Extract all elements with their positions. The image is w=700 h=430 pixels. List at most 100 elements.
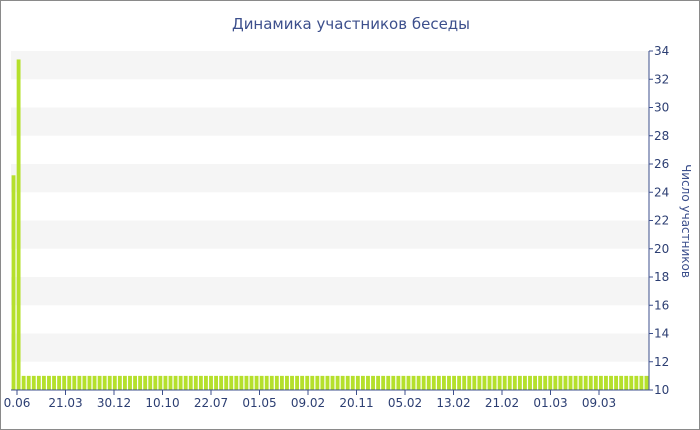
bar — [452, 375, 456, 390]
bar — [553, 375, 558, 390]
bar — [112, 375, 117, 390]
x-tick-label: 05.02 — [388, 396, 422, 410]
bar — [609, 375, 613, 390]
bar — [290, 375, 294, 390]
x-tick-label: 01.03 — [533, 396, 567, 410]
bar — [411, 375, 416, 390]
bar — [401, 375, 406, 390]
bar — [593, 375, 598, 390]
bar — [269, 375, 274, 390]
bar — [36, 375, 41, 390]
bar — [376, 375, 381, 390]
x-tick-label: 22.07 — [194, 396, 228, 410]
bar — [578, 375, 583, 390]
bar — [371, 375, 375, 390]
bar — [497, 375, 502, 390]
bar — [573, 375, 578, 390]
bar — [457, 375, 462, 390]
bar — [523, 375, 527, 390]
x-tick-label: 01.05 — [242, 396, 276, 410]
bar — [148, 375, 153, 390]
bar — [482, 375, 487, 390]
bar — [507, 375, 512, 390]
x-axis-ticks: 0.06 21.03 30.12 10.10 22.07 01.05 09.02 20.11 0… — [4, 390, 616, 410]
x-tick-label: 09.02 — [291, 396, 325, 410]
bar — [366, 375, 370, 390]
y-tick-label: 20 — [654, 242, 669, 256]
bar — [224, 375, 229, 390]
grid-band — [11, 333, 649, 362]
bar — [340, 375, 345, 390]
bar — [325, 375, 330, 390]
bar — [467, 375, 472, 390]
bar — [447, 375, 451, 390]
bar — [441, 375, 446, 390]
y-tick-label: 32 — [654, 72, 669, 86]
grid-band — [11, 51, 649, 80]
bar — [381, 375, 386, 390]
bar — [274, 375, 279, 390]
bar — [472, 375, 477, 390]
bar — [345, 375, 350, 390]
x-tick-label: 21.02 — [485, 396, 519, 410]
bar — [239, 375, 244, 390]
bar — [360, 375, 365, 390]
bar — [330, 375, 335, 390]
bar — [128, 375, 132, 390]
bar — [219, 375, 224, 390]
bar — [558, 375, 563, 390]
x-tick-label: 30.12 — [97, 396, 131, 410]
bar — [431, 375, 436, 390]
y-axis-label: Число участников — [679, 164, 693, 278]
y-tick-label: 24 — [654, 185, 669, 199]
grid-band — [11, 277, 649, 306]
bar — [92, 375, 97, 390]
bar — [629, 375, 634, 390]
bar — [300, 375, 305, 390]
bar — [588, 375, 593, 390]
bar — [143, 375, 148, 390]
bar — [249, 375, 254, 390]
bar — [62, 375, 67, 390]
y-tick-label: 22 — [654, 214, 669, 228]
bar — [67, 375, 72, 390]
bar — [639, 375, 644, 390]
bar — [254, 375, 259, 390]
bar — [386, 375, 391, 390]
bar — [183, 375, 188, 390]
bar — [335, 375, 340, 390]
y-tick-label: 16 — [654, 298, 669, 312]
bar — [538, 375, 543, 390]
bar — [26, 375, 31, 390]
x-tick-label: 21.03 — [48, 396, 82, 410]
bar — [533, 375, 538, 390]
bar — [477, 375, 482, 390]
y-tick-label: 30 — [654, 101, 669, 115]
grid-band — [11, 164, 649, 193]
bar — [487, 375, 492, 390]
bar — [214, 375, 219, 390]
bar — [133, 375, 137, 390]
bar — [259, 375, 264, 390]
bar-series — [11, 59, 649, 390]
bar — [634, 375, 639, 390]
bar — [624, 375, 629, 390]
bar — [52, 375, 56, 390]
bar — [102, 375, 107, 390]
bar — [57, 375, 62, 390]
bar — [320, 375, 325, 390]
bar — [517, 375, 522, 390]
bar — [528, 375, 532, 390]
bar — [244, 375, 249, 390]
x-tick-label: 13.02 — [436, 396, 470, 410]
grid-band — [11, 220, 649, 249]
bar — [350, 375, 355, 390]
bar — [158, 375, 163, 390]
bar — [117, 375, 122, 390]
bar — [396, 375, 401, 390]
bar — [209, 375, 213, 390]
x-tick-label: 20.11 — [339, 396, 373, 410]
bar — [462, 375, 467, 390]
bar — [72, 375, 77, 390]
